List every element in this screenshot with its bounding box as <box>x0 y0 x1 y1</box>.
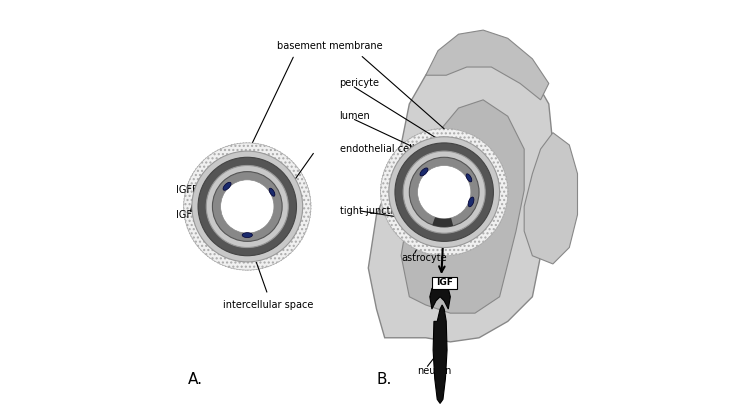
Text: endothelial cell: endothelial cell <box>340 144 414 154</box>
Wedge shape <box>432 217 453 227</box>
Circle shape <box>184 143 311 270</box>
Circle shape <box>403 151 485 233</box>
Polygon shape <box>430 280 450 309</box>
Text: IGFBP: IGFBP <box>434 183 462 193</box>
Ellipse shape <box>269 188 275 196</box>
Circle shape <box>380 128 508 256</box>
Circle shape <box>198 157 297 256</box>
Circle shape <box>389 137 499 247</box>
Bar <box>432 277 457 289</box>
Polygon shape <box>524 133 578 264</box>
Circle shape <box>192 151 303 262</box>
Text: IGF: IGF <box>243 230 259 240</box>
Ellipse shape <box>466 174 472 182</box>
Text: pericyte: pericyte <box>340 78 380 88</box>
Text: IGF: IGF <box>176 210 192 220</box>
Text: A.: A. <box>187 372 203 387</box>
Text: IGF/BP TC: IGF/BP TC <box>425 150 472 160</box>
Text: neuron: neuron <box>417 366 452 375</box>
Circle shape <box>184 143 311 270</box>
Text: B.: B. <box>376 372 392 387</box>
Text: IGF/BP TC: IGF/BP TC <box>215 164 263 175</box>
Circle shape <box>212 172 282 241</box>
Text: astrocyte: astrocyte <box>401 253 447 263</box>
Text: IGFBP: IGFBP <box>237 197 266 207</box>
Ellipse shape <box>242 233 252 237</box>
Text: tight junction: tight junction <box>340 206 405 216</box>
Circle shape <box>410 157 479 227</box>
Text: basement membrane: basement membrane <box>276 40 382 51</box>
Text: lumen: lumen <box>340 111 370 121</box>
Text: IGFBP: IGFBP <box>176 185 205 195</box>
Text: IGF: IGF <box>436 278 453 287</box>
Polygon shape <box>401 100 524 313</box>
Text: intercellular space: intercellular space <box>223 300 313 310</box>
Circle shape <box>417 166 471 219</box>
Ellipse shape <box>420 168 428 176</box>
Circle shape <box>380 128 508 256</box>
Circle shape <box>206 166 288 247</box>
Polygon shape <box>433 305 447 404</box>
Text: IGF: IGF <box>441 212 456 222</box>
Circle shape <box>221 180 274 233</box>
Ellipse shape <box>223 182 231 190</box>
Ellipse shape <box>468 197 474 207</box>
Polygon shape <box>425 30 549 100</box>
Circle shape <box>395 143 493 241</box>
Polygon shape <box>368 43 553 342</box>
